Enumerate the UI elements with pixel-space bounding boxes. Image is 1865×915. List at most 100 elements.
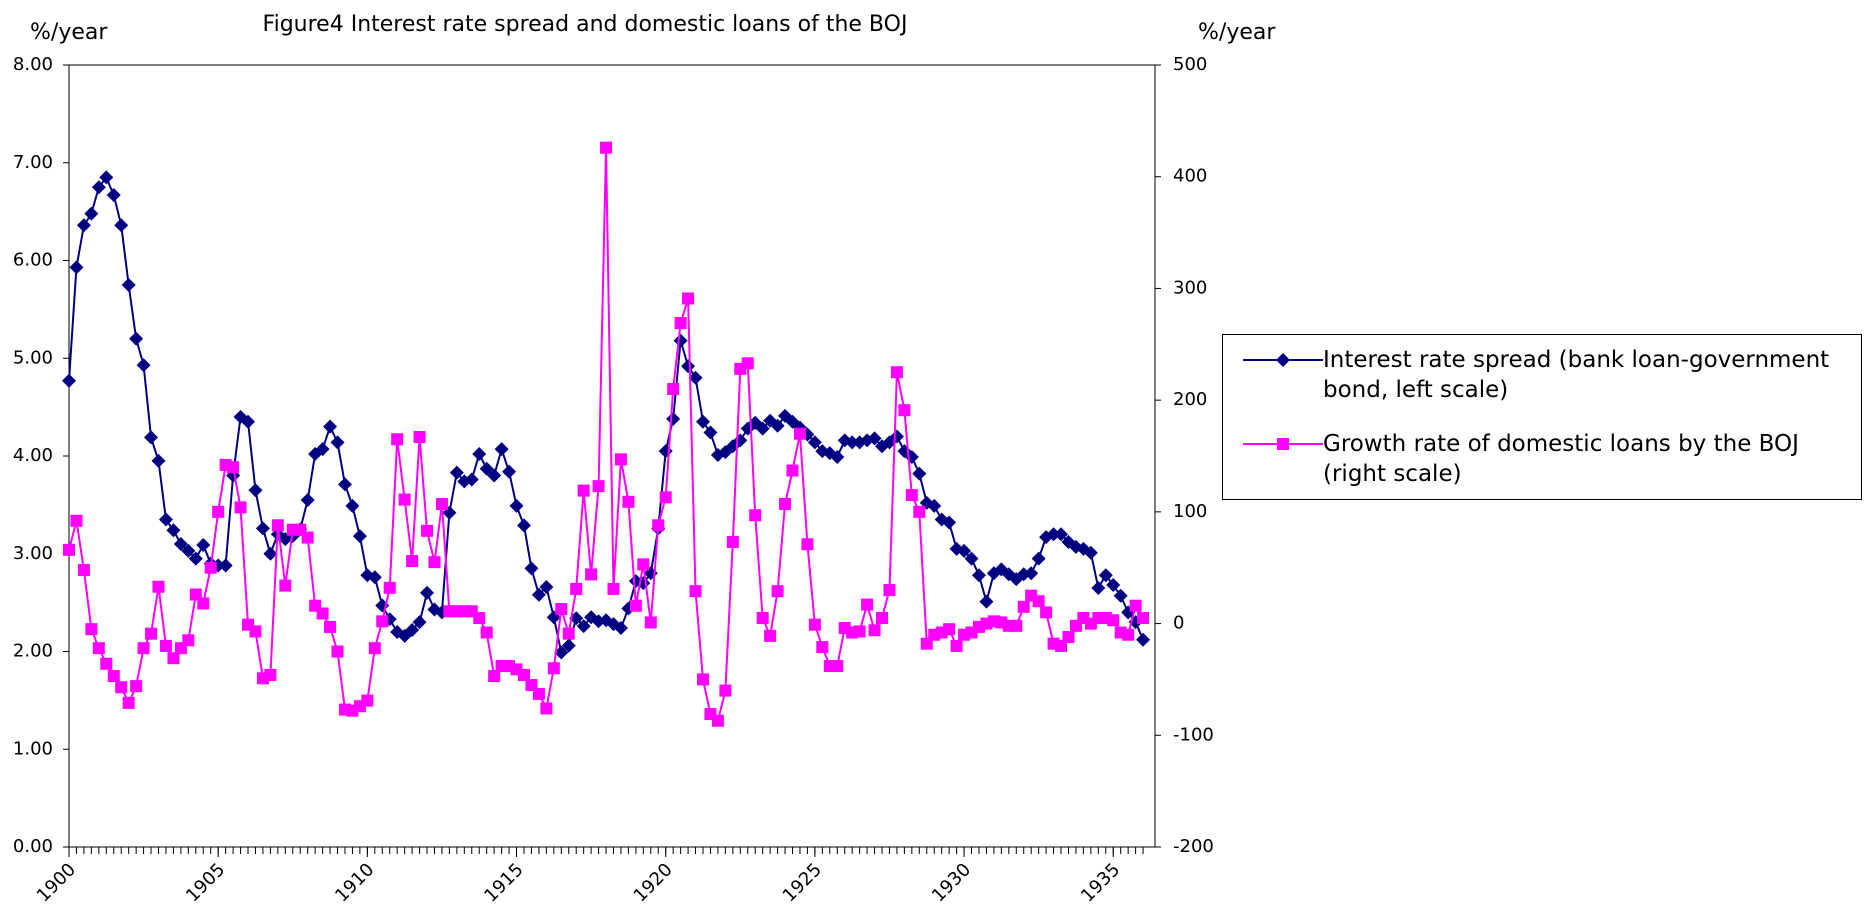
marker [942,515,957,530]
marker [167,652,180,665]
legend-label: Interest rate spread (bank loan-governme… [1323,347,1830,403]
marker [376,615,389,628]
marker [861,598,874,611]
x-tick-label: 1930 [928,859,975,906]
marker [1122,628,1135,641]
marker [1113,588,1128,603]
marker [345,498,360,513]
marker [368,642,381,655]
marker [688,370,703,385]
marker [331,645,344,658]
marker [99,170,114,185]
marker [771,585,784,598]
marker [264,668,277,681]
marker [912,466,927,481]
marker [227,461,240,474]
marker [876,611,889,624]
marker [719,684,732,697]
marker [405,622,420,637]
marker [964,551,979,566]
marker [106,188,121,203]
marker [391,433,404,446]
marker [324,620,337,633]
marker [182,634,195,647]
marker [547,662,560,675]
marker [361,694,374,707]
marker [726,536,739,549]
marker [420,585,435,600]
marker [158,512,173,527]
marker [585,568,598,581]
marker [494,442,509,457]
marker [76,218,91,233]
marker [412,615,427,630]
marker [316,607,329,620]
marker [1040,606,1053,619]
marker [659,491,672,504]
marker [516,518,531,533]
x-tick-label: 1900 [33,859,80,906]
marker [502,464,517,479]
marker [1054,527,1069,542]
x-tick-label: 1905 [182,859,229,906]
marker [1017,600,1030,613]
y2-tick-label: 100 [1173,501,1207,522]
marker [212,505,225,518]
marker [681,359,696,374]
marker [144,430,159,445]
marker [279,579,292,592]
series-line [68,175,1144,655]
marker [130,680,143,693]
marker [622,495,635,508]
marker [1024,566,1039,581]
y-tick-label: 2.00 [13,641,53,662]
marker [816,641,829,654]
marker [330,435,345,450]
marker [255,521,270,536]
marker [315,442,330,457]
series-line [68,147,1144,723]
marker [673,333,688,348]
marker [644,616,657,629]
marker [570,582,583,595]
marker [218,558,233,573]
marker [1098,568,1113,583]
y-tick-label: 4.00 [13,445,53,466]
marker [674,317,687,330]
marker [868,624,881,637]
marker [927,498,942,513]
marker [1091,580,1106,595]
legend-swatch [1243,353,1323,367]
marker [756,611,769,624]
marker [950,639,963,652]
marker [69,260,84,275]
y2-tick-label: 500 [1173,54,1207,75]
y-tick-label: 1.00 [13,738,53,759]
legend-marker [1276,353,1290,367]
marker [614,453,627,466]
y2-tick-label: 400 [1173,166,1207,187]
y-tick-label: 8.00 [13,54,53,75]
marker [337,477,352,492]
marker [531,587,546,602]
legend-swatch [1243,438,1323,450]
marker [539,579,554,594]
marker [667,382,680,395]
marker [234,501,247,514]
y-axis-label: %/year [30,20,108,45]
marker [711,714,724,727]
marker [786,464,799,477]
marker [367,570,382,585]
legend-marker [1277,438,1289,450]
marker [607,582,620,595]
marker [70,514,83,527]
marker [323,419,338,434]
marker [241,414,256,429]
marker [509,498,524,513]
x-tick-label: 1910 [331,859,378,906]
marker [695,414,710,429]
marker [383,581,396,594]
y-tick-label: 6.00 [13,250,53,271]
marker [1032,595,1045,608]
legend: Interest rate spread (bank loan-governme… [1222,334,1862,500]
